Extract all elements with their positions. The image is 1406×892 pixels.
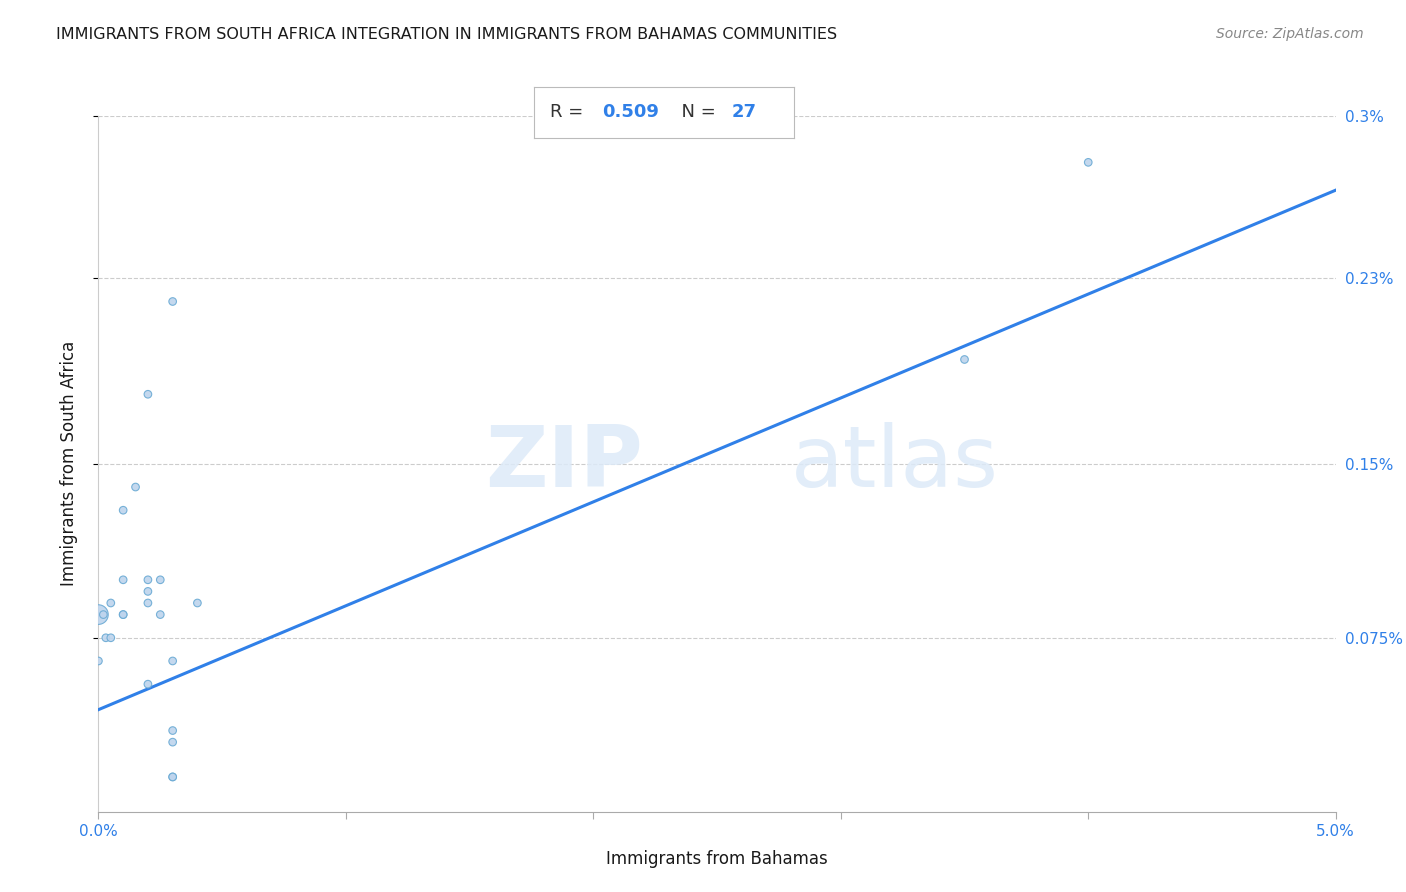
Point	[162, 735, 184, 749]
Point	[162, 770, 184, 784]
Point	[112, 607, 135, 622]
Y-axis label: Immigrants from South Africa: Immigrants from South Africa	[59, 342, 77, 586]
Text: atlas: atlas	[792, 422, 1000, 506]
Point	[149, 607, 172, 622]
Point	[112, 607, 135, 622]
Point	[149, 573, 172, 587]
Point	[186, 596, 208, 610]
Point	[136, 387, 159, 401]
Text: R =: R =	[550, 103, 589, 121]
Text: ZIP: ZIP	[485, 422, 643, 506]
Point	[136, 596, 159, 610]
Text: Source: ZipAtlas.com: Source: ZipAtlas.com	[1216, 27, 1364, 41]
Text: 27: 27	[733, 103, 756, 121]
Point	[94, 631, 117, 645]
Point	[1077, 155, 1099, 169]
Point	[112, 503, 135, 517]
Text: IMMIGRANTS FROM SOUTH AFRICA INTEGRATION IN IMMIGRANTS FROM BAHAMAS COMMUNITIES: IMMIGRANTS FROM SOUTH AFRICA INTEGRATION…	[56, 27, 838, 42]
Point	[162, 770, 184, 784]
Point	[87, 654, 110, 668]
Point	[953, 352, 976, 367]
Point	[136, 573, 159, 587]
Point	[112, 573, 135, 587]
Point	[87, 607, 110, 622]
X-axis label: Immigrants from Bahamas: Immigrants from Bahamas	[606, 850, 828, 868]
Point	[124, 480, 146, 494]
Point	[136, 677, 159, 691]
Point	[162, 654, 184, 668]
Point	[162, 723, 184, 738]
Text: N =: N =	[669, 103, 721, 121]
Point	[93, 607, 115, 622]
Point	[100, 596, 122, 610]
Point	[162, 294, 184, 309]
Point	[136, 584, 159, 599]
Text: 0.509: 0.509	[602, 103, 659, 121]
Point	[100, 631, 122, 645]
